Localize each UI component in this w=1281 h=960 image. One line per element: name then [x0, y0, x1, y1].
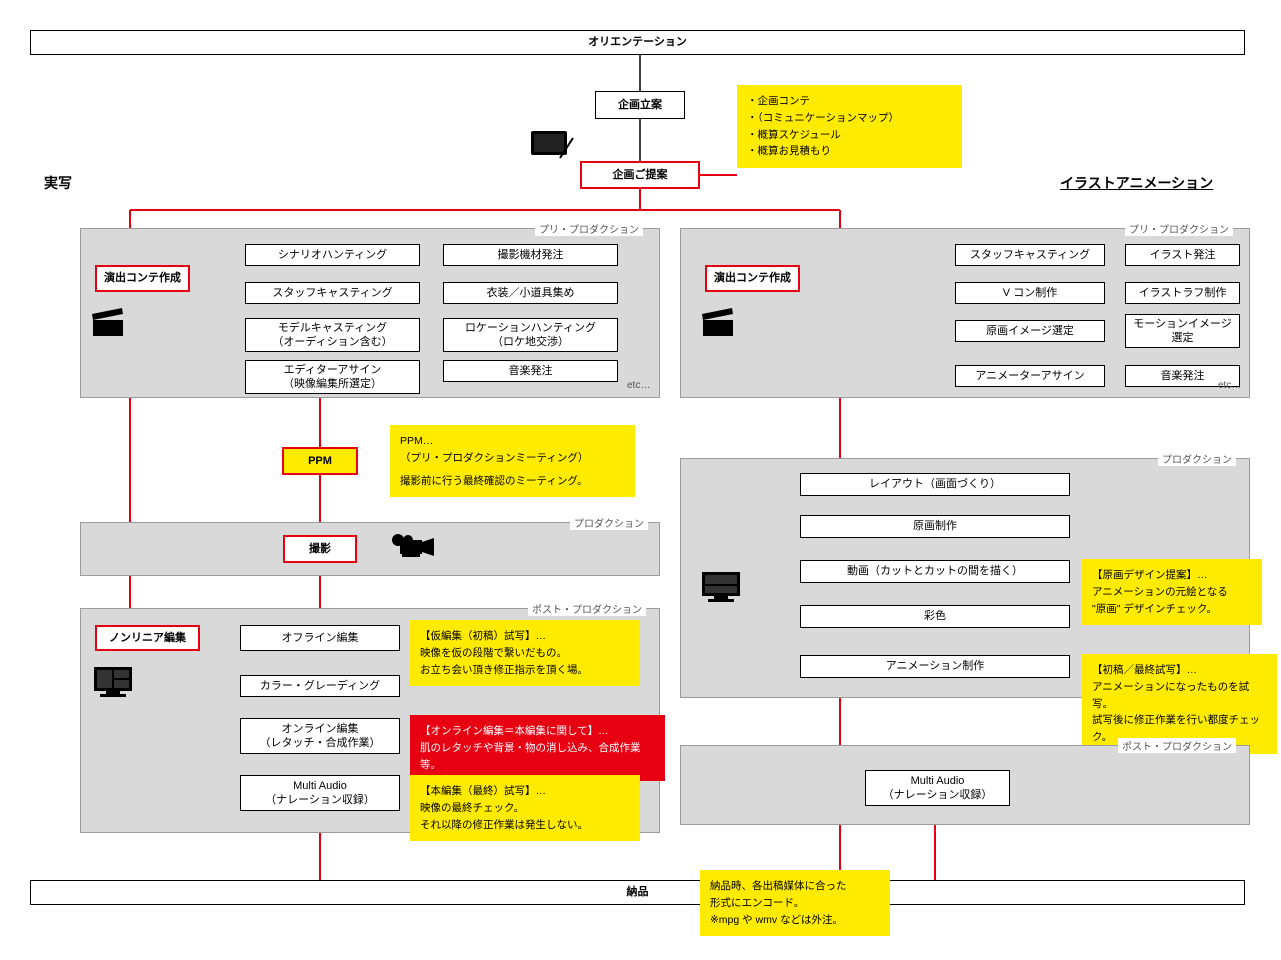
callout-line: アニメーションの元絵となる [1092, 584, 1252, 601]
genga-callout: 【原画デザイン提案】… アニメーションの元絵となる "原画" デザインチェック。 [1082, 559, 1262, 625]
right-postprod-label: ポスト・プロダクション [1118, 738, 1236, 753]
callout-line: 肌のレタッチや背景・物の消し込み、合成作業等。 [420, 740, 655, 774]
box-motion-select: モーションイメージ選定 [1125, 314, 1240, 348]
callout-line: 納品時、各出稿媒体に合った [710, 878, 880, 895]
ppm-callout: PPM… （プリ・プロダクションミーティング） 撮影前に行う最終確認のミーティン… [390, 425, 635, 497]
box-scenario-hunting: シナリオハンティング [245, 244, 420, 266]
right-preprod-label: プリ・プロダクション [1125, 221, 1233, 236]
orientation-box: オリエンテーション [30, 30, 1245, 55]
callout-line: PPM… [400, 433, 625, 450]
offline-callout: 【仮編集（初稿）試写】… 映像を仮の段階で繋いだもの。 お立ち会い頂き修正指示を… [410, 620, 640, 686]
left-prod-label: プロダクション [570, 515, 648, 530]
callout-line: 撮影前に行う最終確認のミーティング。 [400, 473, 625, 490]
color-grading-box: カラー・グレーディング [240, 675, 400, 697]
right-storyboard-label: 演出コンテ作成 [714, 271, 791, 285]
proposal-box: 企画ご提案 [580, 161, 700, 189]
douga-box: 動画（カットとカットの間を描く） [800, 560, 1070, 583]
planning-box: 企画立案 [595, 91, 685, 119]
callout-line: ※mpg や wmv などは外注。 [710, 912, 880, 929]
callout-line: 【本編集（最終）試写】… [420, 783, 630, 800]
callout-line: お立ち会い頂き修正指示を頂く場。 [420, 662, 630, 679]
callout-line: 映像の最終チェック。 [420, 800, 630, 817]
ppm-label: PPM [308, 454, 332, 468]
box-staff-casting-r: スタッフキャスティング [955, 244, 1105, 266]
left-storyboard-box: 演出コンテ作成 [95, 265, 190, 292]
clapperboard-icon-r [700, 308, 736, 343]
box-staff-casting: スタッフキャスティング [245, 282, 420, 304]
left-prod-panel [80, 522, 660, 576]
box-genga-select: 原画イメージ選定 [955, 320, 1105, 342]
callout-line: （プリ・プロダクションミーティング） [400, 450, 625, 467]
left-postprod-label: ポスト・プロダクション [528, 601, 646, 616]
callout-line: "原画" デザインチェック。 [1092, 601, 1252, 618]
orientation-label: オリエンテーション [588, 35, 687, 49]
callout-line: ・企画コンテ [747, 93, 952, 110]
box-equipment-order: 撮影機材発注 [443, 244, 618, 266]
layout-box: レイアウト（画面づくり） [800, 473, 1070, 496]
saishiki-box: 彩色 [800, 605, 1070, 628]
box-location-hunting: ロケーションハンティング（ロケ地交渉） [443, 318, 618, 352]
monitor-icon-r [700, 570, 742, 611]
left-section-title: 実写 [44, 173, 72, 193]
left-preprod-label: プリ・プロダクション [535, 221, 643, 236]
shoot-label: 撮影 [309, 542, 331, 556]
right-prod-label: プロダクション [1158, 451, 1236, 466]
callout-line: 【仮編集（初稿）試写】… [420, 628, 630, 645]
callout-line: 映像を仮の段階で繋いだもの。 [420, 645, 630, 662]
callout-line: それ以降の修正作業は発生しない。 [420, 817, 630, 834]
callout-line: ・概算スケジュール [747, 127, 952, 144]
ppm-box: PPM [282, 447, 358, 475]
proposal-callout: ・企画コンテ ・（コミュニケーションマップ） ・概算スケジュール ・概算お見積も… [737, 85, 962, 168]
right-storyboard-box: 演出コンテ作成 [705, 265, 800, 292]
callout-line: 形式にエンコード。 [710, 895, 880, 912]
delivery-box: 納品 [30, 880, 1245, 905]
online-callout: 【オンライン編集＝本編集に関して】… 肌のレタッチや背景・物の消し込み、合成作業… [410, 715, 665, 781]
nonlinear-box: ノンリニア編集 [95, 625, 200, 651]
callout-line: 【オンライン編集＝本編集に関して】… [420, 723, 655, 740]
nonlinear-label: ノンリニア編集 [109, 631, 186, 645]
proposal-label: 企画ご提案 [613, 168, 668, 182]
callout-line: アニメーションになったものを試写。 [1092, 679, 1267, 713]
box-vcon: V コン制作 [955, 282, 1105, 304]
callout-line: 【初稿／最終試写】… [1092, 662, 1267, 679]
genga-box: 原画制作 [800, 515, 1070, 538]
editing-monitor-icon [92, 665, 134, 706]
box-illust-rough: イラストラフ制作 [1125, 282, 1240, 304]
multi-audio-r-box: Multi Audio（ナレーション収録） [865, 770, 1010, 806]
delivery-label: 納品 [627, 885, 649, 899]
box-animator-assign: アニメーターアサイン [955, 365, 1105, 387]
box-model-casting: モデルキャスティング（オーディション含む） [245, 318, 420, 352]
planning-label: 企画立案 [618, 98, 662, 112]
camera-icon [388, 532, 438, 569]
etc-right: etc… [1218, 380, 1241, 391]
offline-edit-box: オフライン編集 [240, 625, 400, 651]
box-music-order-l: 音楽発注 [443, 360, 618, 382]
box-editor-assign: エディターアサイン（映像編集所選定） [245, 360, 420, 394]
etc-left: etc… [627, 380, 650, 391]
left-storyboard-label: 演出コンテ作成 [104, 271, 181, 285]
tablet-icon [530, 130, 574, 165]
audio-callout: 【本編集（最終）試写】… 映像の最終チェック。 それ以降の修正作業は発生しない。 [410, 775, 640, 841]
callout-line: ・概算お見積もり [747, 143, 952, 160]
shoot-box: 撮影 [283, 535, 357, 563]
box-illust-order: イラスト発注 [1125, 244, 1240, 266]
right-section-title: イラストアニメーション [1060, 173, 1213, 193]
callout-line: 【原画デザイン提案】… [1092, 567, 1252, 584]
online-edit-box: オンライン編集（レタッチ・合成作業） [240, 718, 400, 754]
clapperboard-icon [90, 308, 126, 343]
box-wardrobe-props: 衣装／小道具集め [443, 282, 618, 304]
multi-audio-l-box: Multi Audio（ナレーション収録） [240, 775, 400, 811]
anim-box: アニメーション制作 [800, 655, 1070, 678]
callout-line: ・（コミュニケーションマップ） [747, 110, 952, 127]
delivery-callout: 納品時、各出稿媒体に合った 形式にエンコード。 ※mpg や wmv などは外注… [700, 870, 890, 936]
